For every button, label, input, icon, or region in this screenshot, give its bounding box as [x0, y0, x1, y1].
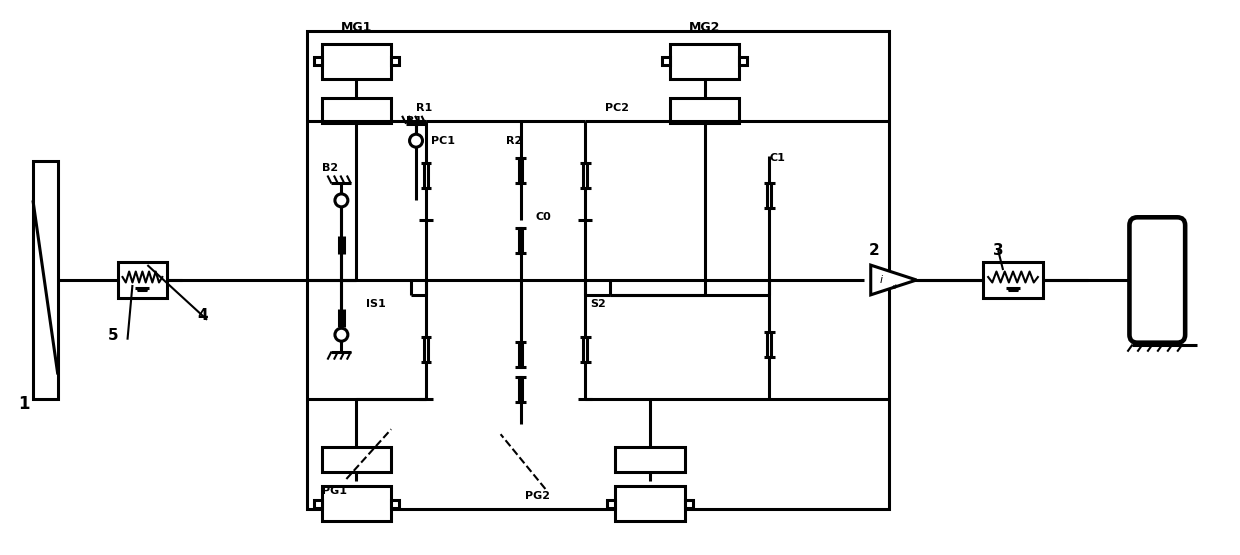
Text: B2: B2 [321, 163, 337, 173]
Bar [321, 447, 391, 472]
Polygon shape [870, 265, 916, 295]
Bar [33, 160, 58, 400]
Bar [306, 31, 889, 509]
Text: MG2: MG2 [689, 21, 720, 34]
Text: $i$: $i$ [879, 273, 884, 285]
Text: B1: B1 [405, 116, 422, 126]
FancyBboxPatch shape [1130, 218, 1185, 342]
Bar [314, 57, 321, 65]
Bar [615, 447, 684, 472]
Circle shape [335, 328, 348, 341]
Text: MG1: MG1 [341, 21, 372, 34]
Bar [670, 44, 739, 78]
Bar [321, 486, 391, 521]
Bar [391, 500, 399, 508]
Bar [608, 500, 615, 508]
Text: R2: R2 [506, 135, 522, 145]
Text: $_d$: $_d$ [890, 282, 897, 292]
Text: S2: S2 [590, 299, 606, 309]
Bar [684, 500, 693, 508]
Bar [615, 486, 684, 521]
Text: C0: C0 [536, 213, 551, 223]
Text: C1: C1 [769, 153, 785, 163]
Bar [321, 98, 391, 123]
Circle shape [409, 134, 423, 147]
Text: PG1: PG1 [321, 486, 346, 496]
Bar [585, 131, 759, 449]
Text: 2: 2 [869, 243, 879, 258]
Text: 5: 5 [108, 327, 118, 342]
Bar [662, 57, 670, 65]
Text: R1: R1 [417, 103, 433, 113]
Bar [391, 57, 399, 65]
Text: PC1: PC1 [432, 135, 455, 145]
Text: 3: 3 [993, 243, 1003, 258]
Bar [405, 131, 575, 449]
Bar [314, 500, 321, 508]
Bar [670, 98, 739, 123]
Bar [118, 262, 167, 298]
Text: PC2: PC2 [605, 103, 629, 113]
Text: 1: 1 [19, 395, 30, 413]
Bar [739, 57, 748, 65]
Text: IS1: IS1 [366, 299, 386, 309]
Text: 6: 6 [1152, 326, 1164, 344]
Text: 4: 4 [197, 308, 208, 323]
Bar [983, 262, 1043, 298]
Circle shape [335, 194, 348, 207]
Bar [321, 44, 391, 78]
Text: PG2: PG2 [526, 491, 551, 501]
